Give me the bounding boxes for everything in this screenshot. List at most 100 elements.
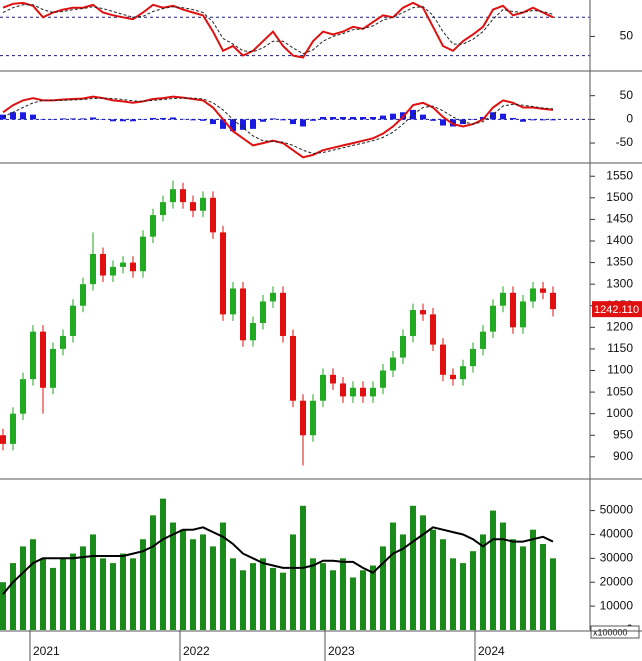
histogram-bar [410,109,416,120]
volume-bar [10,563,16,630]
histogram-bar [260,119,266,122]
volume-ma [2,526,554,595]
candle-body [220,232,226,315]
candle-body [50,348,56,388]
y-tick-label: 0 [626,112,633,126]
histogram-bar [50,119,56,120]
candle-body [370,387,376,397]
volume-bar [390,522,396,630]
y-tick-label: -50 [616,135,634,149]
y-tick-label: 950 [613,427,633,441]
candle-body [420,310,426,315]
candle-body [270,292,276,302]
candle-body [140,236,146,272]
unit-label: x100000 [593,627,628,637]
y-tick-label: 10000 [600,598,634,612]
histogram-bar [180,118,186,120]
x-tick-label: 2024 [478,644,505,658]
volume-bar [120,553,126,630]
y-tick-label: 20000 [600,574,634,588]
volume-bar [240,570,246,630]
candle-body [110,266,116,276]
candle-body [150,215,156,237]
y-tick-label: 1000 [606,406,633,420]
candle-body [190,202,196,211]
candle-body [410,310,416,336]
candle-body [60,335,66,349]
volume-bar [500,522,506,630]
candle-body [500,292,506,306]
histogram-bar [170,117,176,120]
histogram-bar [490,112,496,120]
y-tick-label: 30000 [600,551,634,565]
histogram-bar [430,119,436,121]
histogram-bar [360,117,366,120]
volume-bar [250,563,256,630]
candle-body [120,262,126,267]
candle-body [280,292,286,336]
volume-bar [220,522,226,630]
candle-body [450,374,456,380]
histogram-bar [510,117,516,120]
candle-body [240,288,246,341]
histogram-bar [150,117,156,120]
histogram-bar [500,113,506,120]
candle-body [430,314,436,345]
candle-body [460,366,466,380]
volume-bar [0,582,6,630]
candle-body [350,387,356,397]
histogram-bar [390,113,396,120]
last-price-box [592,301,642,318]
histogram-bar [320,117,326,120]
volume-bar [140,539,146,630]
candle-body [200,197,206,211]
histogram-bar [550,119,556,121]
histogram-bar [310,119,316,121]
volume-bar [130,558,136,630]
histogram-bar [340,117,346,120]
volume-bar [20,546,26,630]
candle-body [490,305,496,332]
volume-bar [350,577,356,630]
volume-bar [260,558,266,630]
candle-body [40,331,46,388]
histogram-bar [20,112,26,120]
candle-body [400,335,406,358]
volume-bar [100,558,106,630]
candle-body [360,387,366,397]
histogram-bar [290,119,296,125]
y-tick-label: 1400 [606,233,633,247]
candle-body [380,370,386,388]
y-tick-label: 1450 [606,212,633,226]
candle-body [30,331,36,380]
histogram-bar [540,119,546,121]
candle-body [130,262,136,272]
candle-body [540,288,546,293]
histogram-bar [10,112,16,120]
volume-bar [280,572,286,630]
volume-bar [160,498,166,630]
y-tick-label: 1300 [606,276,633,290]
volume-bar [550,558,556,630]
candle-body [310,400,316,436]
volume-bar [400,534,406,630]
volume-bar [210,546,216,630]
histogram-bar [420,114,426,120]
volume-bar [40,558,46,630]
y-tick-label: 1550 [606,168,633,182]
volume-bar [170,522,176,630]
volume-bar [320,563,326,630]
histogram-bar [30,114,36,120]
histogram-bar [60,118,66,120]
volume-bar [310,558,316,630]
volume-bar [480,534,486,630]
volume-bar [60,558,66,630]
histogram-bar [210,119,216,125]
last-price-label: 1242.110 [594,304,639,316]
volume-bar [360,570,366,630]
candle-body [10,413,16,444]
histogram-bar [160,117,166,120]
volume-bar [290,534,296,630]
volume-bar [440,539,446,630]
